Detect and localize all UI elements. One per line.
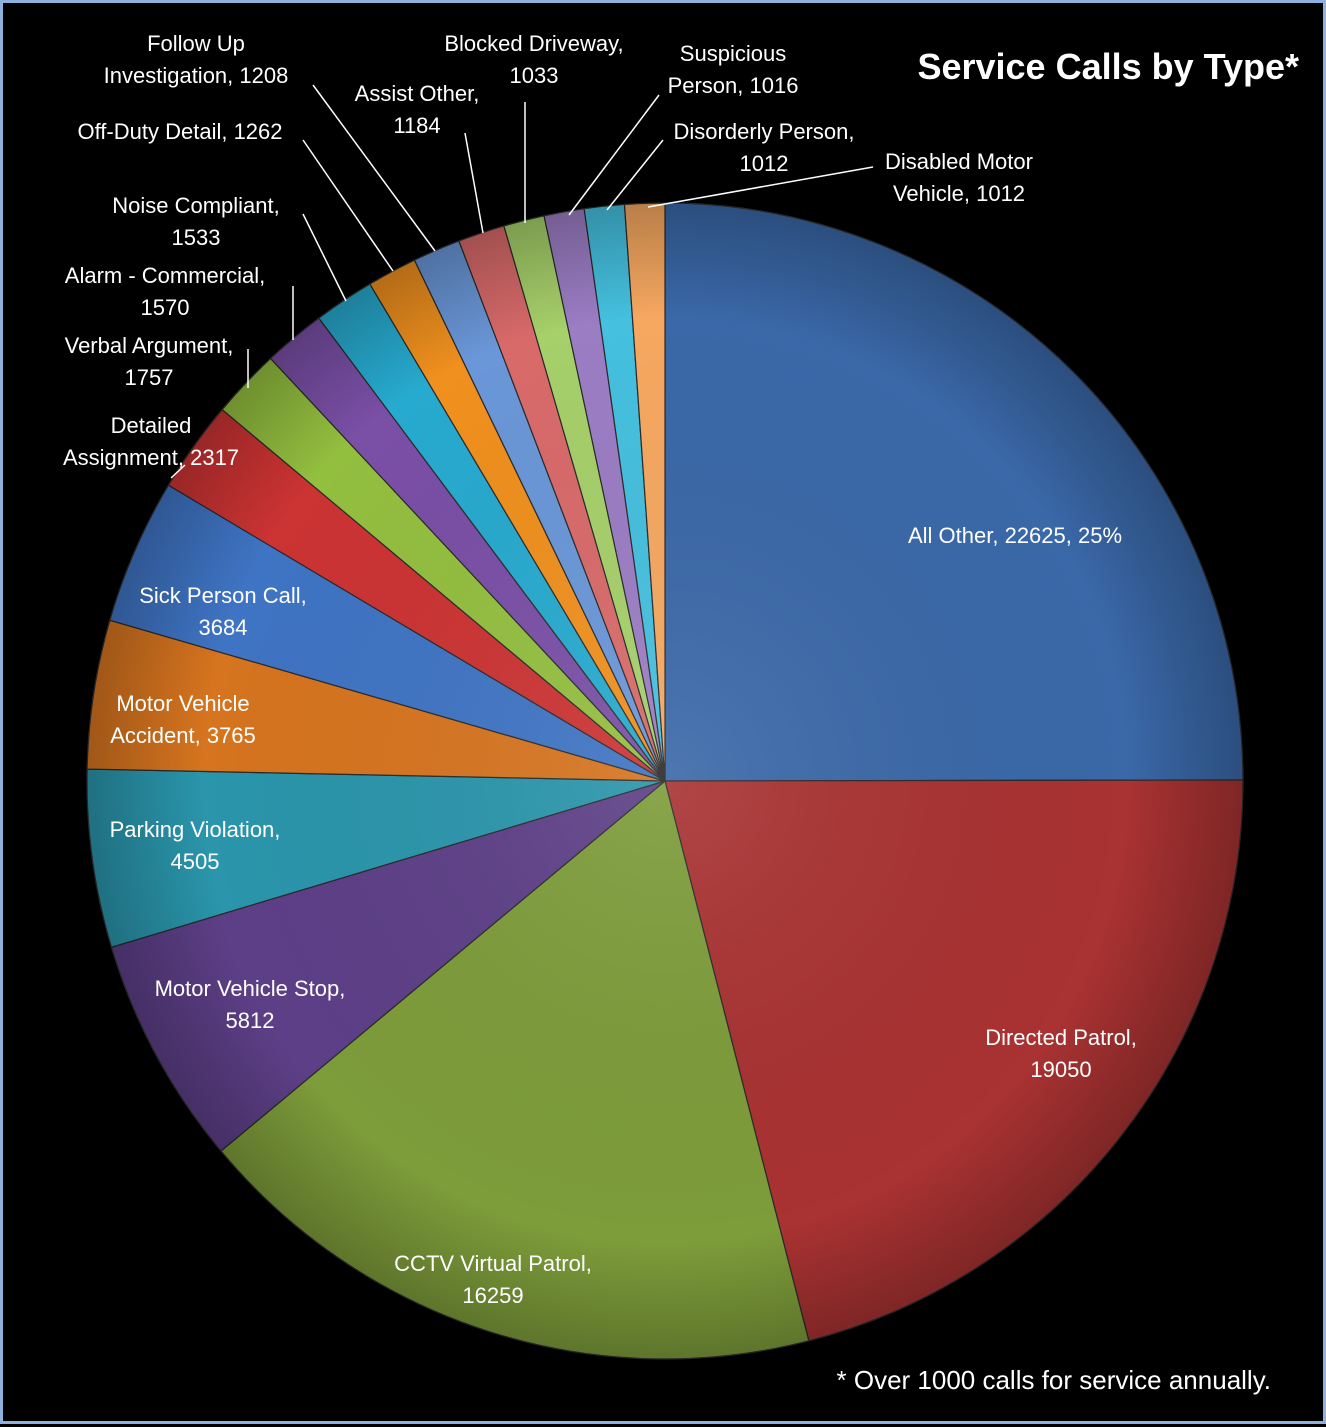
data-label-all-other: All Other, 22625, 25%	[908, 523, 1122, 548]
data-label-line: 4505	[171, 849, 220, 874]
data-label-line: 3684	[199, 615, 248, 640]
data-label-line: All Other, 22625, 25%	[908, 523, 1122, 548]
data-label-verbal-argument: Verbal Argument, 1757	[65, 333, 234, 390]
data-label-line: Follow Up	[147, 31, 245, 56]
chart-footnote: * Over 1000 calls for service annually.	[837, 1365, 1272, 1395]
leader-line-assist-other	[464, 132, 484, 234]
data-label-noise-compliant: Noise Compliant, 1533	[112, 193, 280, 250]
chart-title: Service Calls by Type*	[917, 46, 1299, 87]
pie-slice-all-other	[664, 202, 1244, 782]
data-label-parking-violation: Parking Violation, 4505	[110, 817, 281, 874]
leader-line-disabled-motor-vehicle	[647, 166, 874, 208]
data-label-line: Disabled Motor	[885, 149, 1033, 174]
leader-line-disorderly-person	[606, 139, 664, 211]
data-label-assist-other: Assist Other, 1184	[355, 81, 480, 138]
data-label-line: Alarm - Commercial,	[65, 263, 265, 288]
data-label-line: Off-Duty Detail, 1262	[77, 119, 282, 144]
leader-line-off-duty-detail	[302, 139, 394, 272]
data-label-suspicious-person: Suspicious Person, 1016	[668, 41, 799, 98]
leader-line-follow-up-investigation	[312, 84, 436, 252]
data-label-line: Sick Person Call,	[139, 583, 307, 608]
data-label-alarm-commercial: Alarm - Commercial, 1570	[65, 263, 265, 320]
pie-chart: All Other, 22625, 25% Directed Patrol, 190…	[63, 31, 1299, 1395]
data-label-line: Investigation, 1208	[104, 63, 289, 88]
data-label-line: Verbal Argument,	[65, 333, 234, 358]
slice-labels: All Other, 22625, 25% Directed Patrol, 190…	[63, 31, 1137, 1308]
data-label-line: 1012	[740, 151, 789, 176]
data-label-blocked-driveway: Blocked Driveway, 1033	[444, 31, 623, 88]
data-label-line: 1533	[172, 225, 221, 250]
data-label-line: Vehicle, 1012	[893, 181, 1025, 206]
data-label-line: 1570	[141, 295, 190, 320]
data-label-line: Assignment, 2317	[63, 445, 239, 470]
data-label-line: Noise Compliant,	[112, 193, 280, 218]
data-label-motor-vehicle-stop: Motor Vehicle Stop, 5812	[155, 976, 346, 1033]
data-label-line: 1184	[393, 113, 440, 138]
data-label-line: Detailed	[111, 413, 192, 438]
data-label-line: CCTV Virtual Patrol,	[394, 1251, 592, 1276]
data-label-follow-up-investigation: Follow Up Investigation, 1208	[104, 31, 289, 88]
data-label-line: Parking Violation,	[110, 817, 281, 842]
pie-slices	[86, 202, 1244, 1360]
data-label-line: 1033	[510, 63, 559, 88]
data-label-off-duty-detail: Off-Duty Detail, 1262	[77, 119, 282, 144]
leader-line-detailed-assignment	[170, 464, 186, 479]
data-label-line: Person, 1016	[668, 73, 799, 98]
data-label-line: Blocked Driveway,	[444, 31, 623, 56]
data-label-cctv-virtual-patrol: CCTV Virtual Patrol, 16259	[394, 1251, 592, 1308]
data-label-sick-person-call: Sick Person Call, 3684	[139, 583, 307, 640]
data-label-motor-vehicle-accident: Motor Vehicle Accident, 3765	[110, 691, 256, 748]
data-label-line: Directed Patrol,	[985, 1025, 1137, 1050]
data-label-line: 5812	[226, 1008, 275, 1033]
leader-line-noise-compliant	[302, 213, 347, 302]
data-label-directed-patrol: Directed Patrol, 19050	[985, 1025, 1137, 1082]
leader-lines	[170, 84, 874, 479]
data-label-line: Accident, 3765	[110, 723, 256, 748]
data-label-line: Motor Vehicle	[116, 691, 249, 716]
data-label-detailed-assignment: Detailed Assignment, 2317	[63, 413, 239, 470]
data-label-line: 1757	[125, 365, 174, 390]
data-label-line: Assist Other,	[355, 81, 480, 106]
data-label-disorderly-person: Disorderly Person, 1012	[674, 119, 855, 176]
leader-line-suspicious-person	[568, 94, 660, 216]
data-label-disabled-motor-vehicle: Disabled Motor Vehicle, 1012	[885, 149, 1033, 206]
data-label-line: 16259	[462, 1283, 523, 1308]
data-label-line: Motor Vehicle Stop,	[155, 976, 346, 1001]
data-label-line: Disorderly Person,	[674, 119, 855, 144]
data-label-line: Suspicious	[680, 41, 786, 66]
data-label-line: 19050	[1030, 1057, 1091, 1082]
